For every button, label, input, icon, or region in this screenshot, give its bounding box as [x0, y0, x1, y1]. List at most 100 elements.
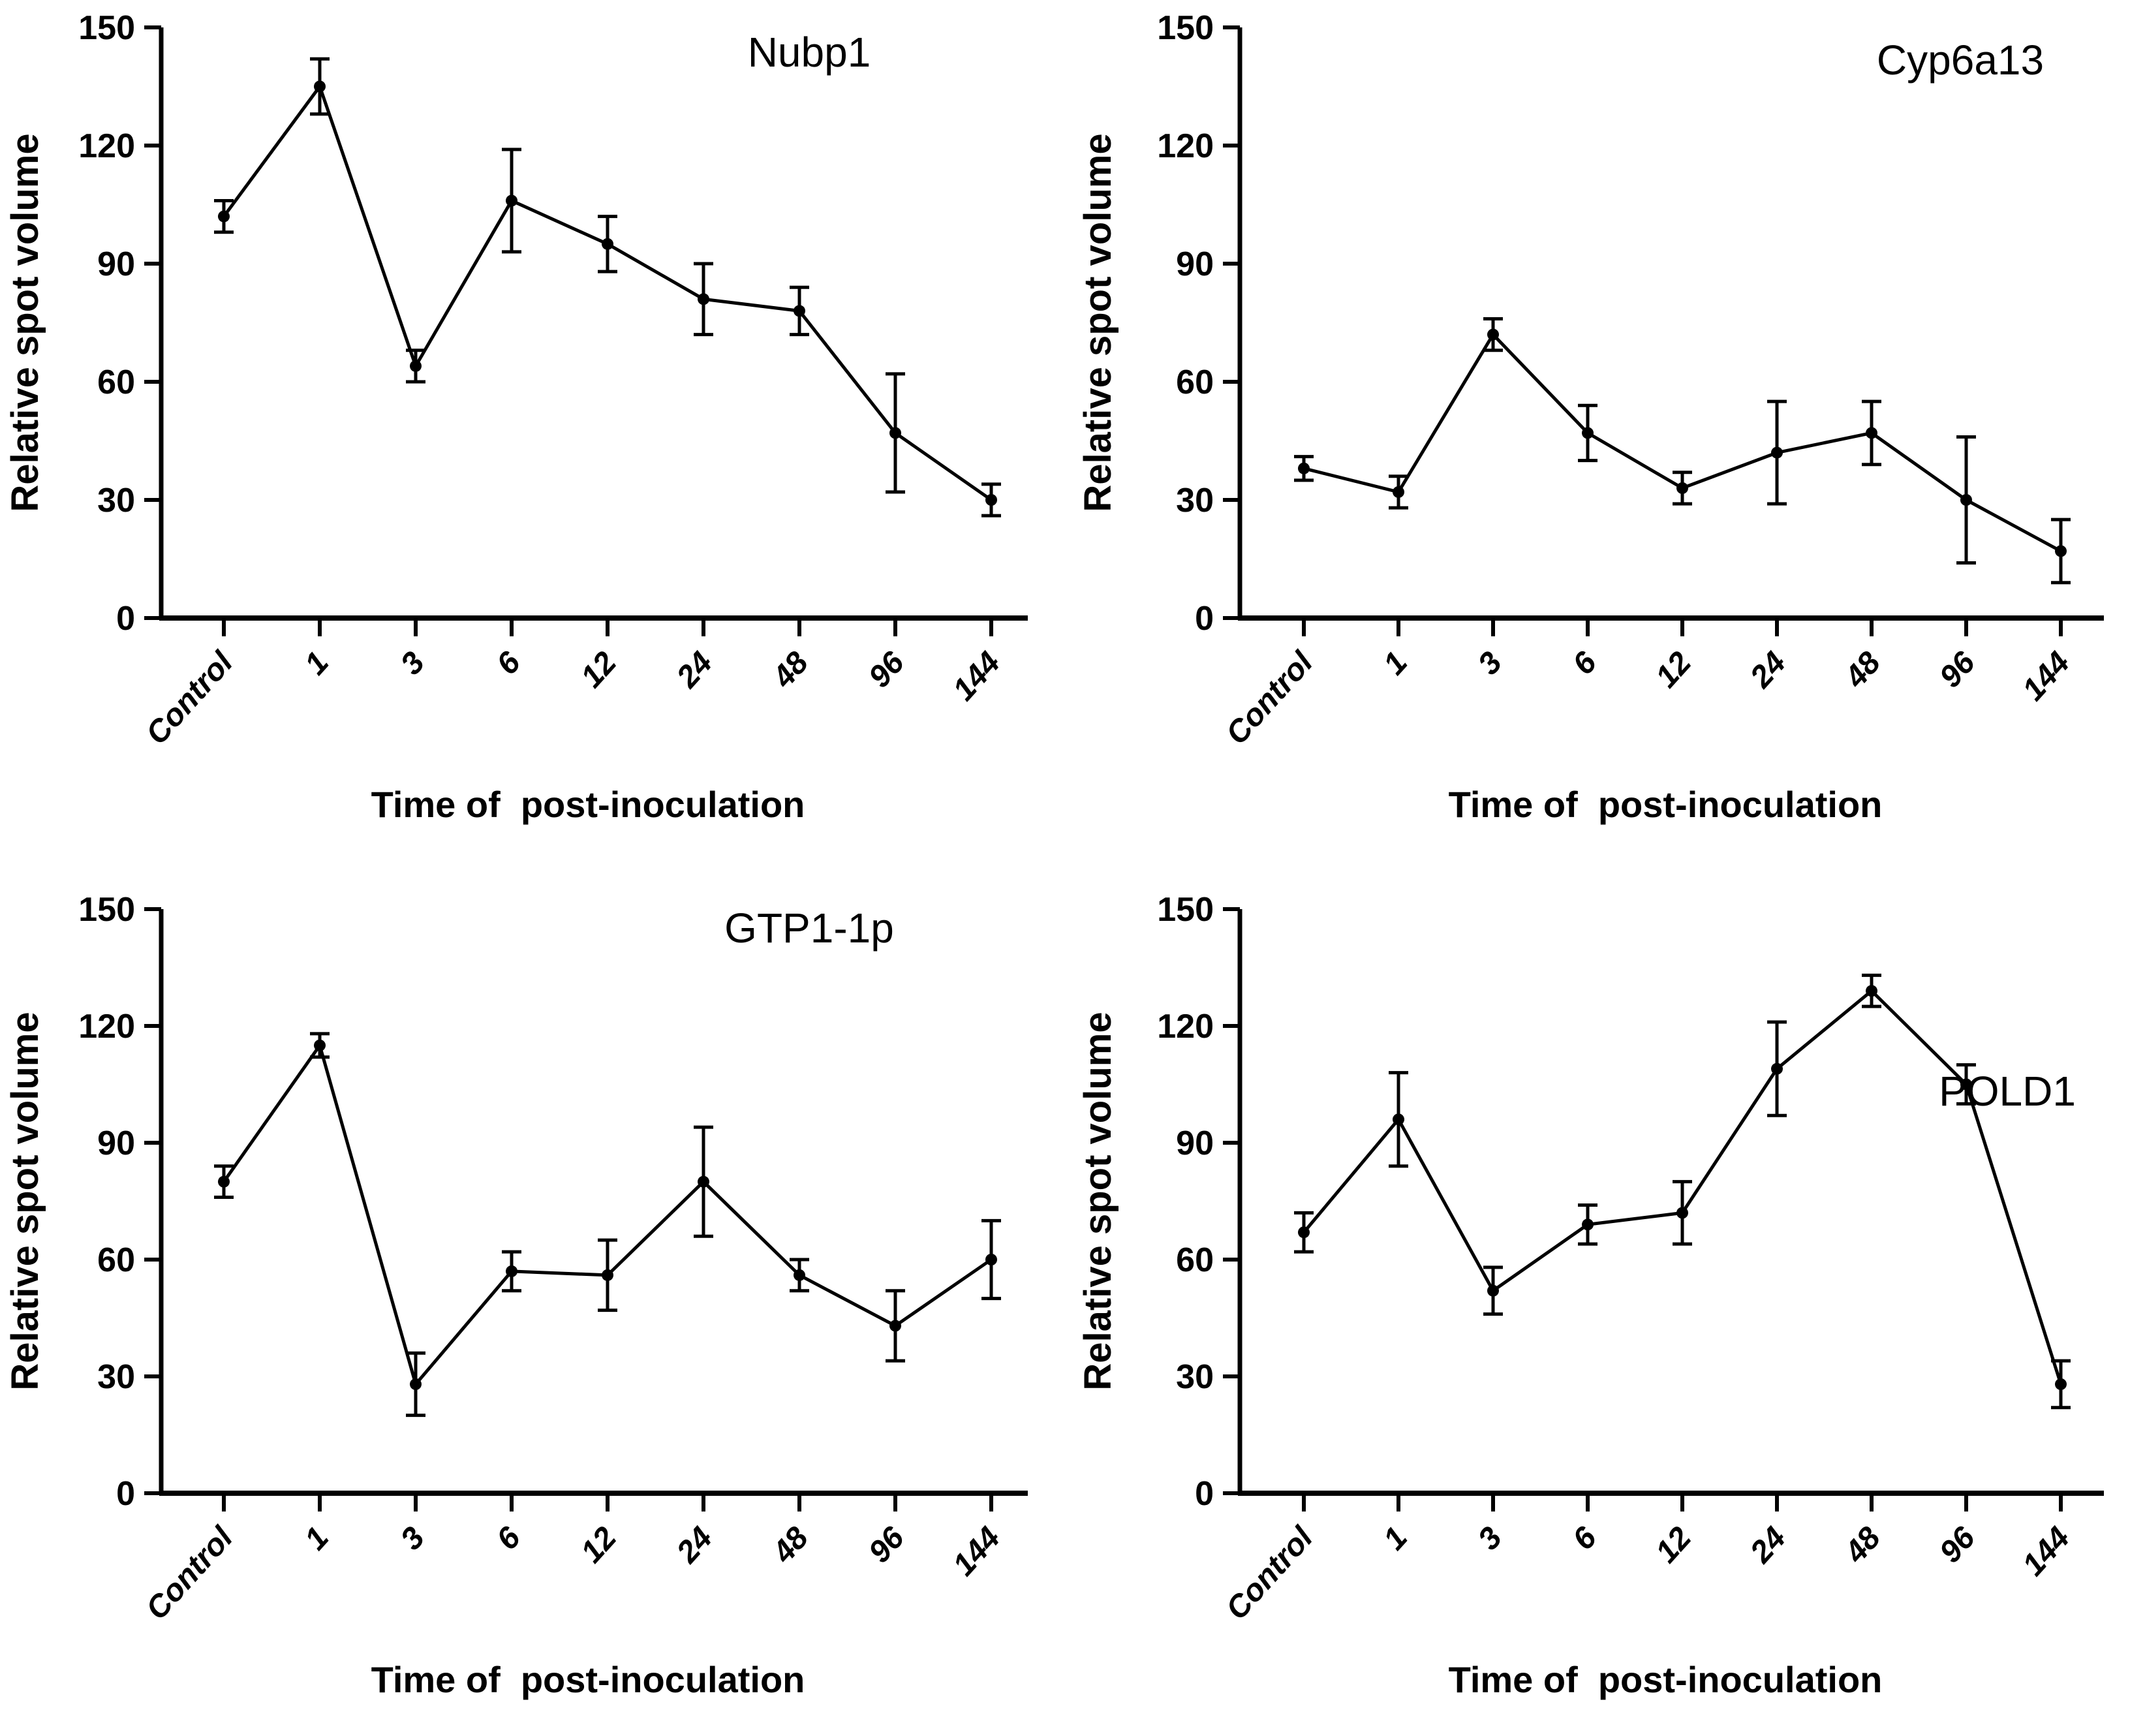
data-point [889, 1320, 901, 1332]
x-axis-title: Time of post-inoculation [371, 784, 805, 825]
y-ticks: 0 30 60 90 120 150 [1157, 891, 1240, 1513]
data-point [1771, 446, 1783, 459]
x-tick-label: Control [140, 1520, 241, 1626]
y-tick-label: 90 [97, 1124, 135, 1162]
y-ticks: 0 30 60 90 120 150 [1157, 9, 1240, 638]
data-point [698, 293, 709, 305]
y-axis-title: Relative spot volume [4, 133, 46, 512]
x-tick-label: 144 [2016, 645, 2076, 707]
x-tick-label: 48 [765, 645, 815, 695]
panel-pold1: 0 30 60 90 120 150 Control 1 3 6 12 24 48 96 144 POLD1 R… [1073, 868, 2145, 1736]
x-axis-title: Time of post-inoculation [1449, 1659, 1883, 1700]
x-tick-label: 96 [862, 1521, 911, 1570]
x-tick-label: 144 [946, 645, 1007, 707]
x-ticks: Control 1 3 6 12 24 48 96 144 [140, 1493, 1007, 1626]
x-tick-label: 1 [1377, 645, 1414, 681]
y-tick-label: 0 [116, 1475, 135, 1513]
y-tick-label: 120 [1157, 1008, 1214, 1046]
data-point [698, 1175, 709, 1188]
data-series-line [222, 1042, 993, 1388]
x-tick-label: 96 [1933, 1521, 1982, 1570]
data-point [794, 305, 805, 317]
x-tick-label: Control [1220, 645, 1321, 751]
chart-pold1: 0 30 60 90 120 150 Control 1 3 6 12 24 48 96 144 POLD1 R… [1077, 891, 2104, 1700]
data-point [1393, 1113, 1404, 1126]
x-tick-label: 12 [1649, 1521, 1698, 1570]
data-point [985, 1254, 997, 1265]
data-point [602, 238, 613, 250]
y-tick-label: 90 [97, 245, 135, 283]
x-tick-label: 24 [1743, 645, 1793, 695]
y-tick-label: 0 [1195, 600, 1214, 638]
x-tick-label: 24 [1743, 1521, 1793, 1570]
panel-nubp1: 0 30 60 90 120 150 Control 1 3 6 12 24 48 96 144 Nubp1 R… [0, 0, 1072, 868]
data-point [1298, 462, 1310, 474]
panel-cyp6a13: 0 30 60 90 120 150 Control 1 3 6 12 24 48 96 144 Cyp6a1… [1073, 0, 2145, 868]
x-tick-label: Control [1220, 1520, 1321, 1626]
panel-title: Cyp6a13 [1877, 37, 2044, 84]
panel-title: GTP1-1p [724, 905, 894, 952]
y-ticks: 0 30 60 90 120 150 [78, 9, 161, 638]
x-tick-label: 1 [298, 645, 335, 681]
data-point [1582, 427, 1594, 439]
x-tick-label: 96 [1933, 645, 1982, 694]
x-ticks: Control 1 3 6 12 24 48 96 144 [140, 618, 1007, 751]
axes [1237, 909, 2104, 1496]
x-tick-label: 96 [862, 645, 911, 694]
data-point [1487, 1284, 1499, 1297]
x-tick-label: 12 [574, 645, 623, 694]
data-point [218, 1175, 230, 1188]
x-tick-label: 1 [1377, 1521, 1414, 1557]
axes [159, 27, 1028, 621]
data-point [410, 1378, 422, 1390]
x-tick-label: 48 [765, 1521, 815, 1570]
y-tick-label: 30 [97, 1358, 135, 1396]
data-point [1771, 1062, 1783, 1075]
y-tick-label: 150 [1157, 9, 1214, 47]
y-axis-title: Relative spot volume [1077, 133, 1119, 512]
data-point [1676, 1207, 1688, 1219]
y-ticks: 0 30 60 90 120 150 [78, 891, 161, 1513]
x-tick-label: 6 [1566, 1521, 1603, 1557]
data-point [889, 427, 901, 439]
data-point [602, 1269, 613, 1281]
chart-nubp1: 0 30 60 90 120 150 Control 1 3 6 12 24 48 96 144 Nubp1 R… [4, 9, 1028, 825]
x-axis-title: Time of post-inoculation [1449, 784, 1883, 825]
y-tick-label: 90 [1176, 245, 1214, 283]
data-point [314, 1039, 326, 1051]
data-point [1960, 1078, 1972, 1091]
data-series-line [1303, 332, 2062, 553]
data-point [506, 1265, 517, 1277]
chart-gtp1-1p: 0 30 60 90 120 150 Control 1 3 6 12 24 48 96 144 GTP1-1… [4, 891, 1028, 1700]
y-tick-label: 0 [116, 600, 135, 638]
y-tick-label: 30 [1176, 1358, 1214, 1396]
x-ticks: Control 1 3 6 12 24 48 96 144 [1220, 618, 2076, 751]
data-point [1487, 328, 1499, 341]
error-bars [1294, 317, 2071, 585]
data-point [2055, 1378, 2067, 1390]
data-points [1298, 328, 2067, 557]
data-point [1393, 486, 1404, 498]
x-tick-label: 48 [1838, 1521, 1887, 1570]
x-tick-label: 144 [946, 1521, 1007, 1583]
y-tick-label: 120 [78, 127, 135, 165]
data-series-line [222, 83, 993, 502]
x-tick-label: 6 [490, 645, 527, 682]
x-tick-label: 3 [394, 645, 431, 682]
data-points [1298, 985, 2067, 1390]
y-tick-label: 150 [78, 891, 135, 929]
x-tick-label: 24 [670, 645, 719, 695]
chart-cyp6a13: 0 30 60 90 120 150 Control 1 3 6 12 24 48 96 144 Cyp6a1… [1077, 9, 2104, 825]
data-points [218, 80, 997, 506]
y-tick-label: 150 [1157, 891, 1214, 929]
y-tick-label: 120 [1157, 127, 1214, 165]
x-tick-label: 24 [670, 1521, 719, 1570]
data-point [1676, 482, 1688, 494]
x-tick-label: 3 [1472, 1521, 1509, 1557]
y-tick-label: 30 [97, 482, 135, 519]
y-axis-title: Relative spot volume [1077, 1012, 1119, 1390]
x-axis-title: Time of post-inoculation [371, 1659, 805, 1700]
y-tick-label: 90 [1176, 1124, 1214, 1162]
x-tick-label: 1 [298, 1521, 335, 1557]
